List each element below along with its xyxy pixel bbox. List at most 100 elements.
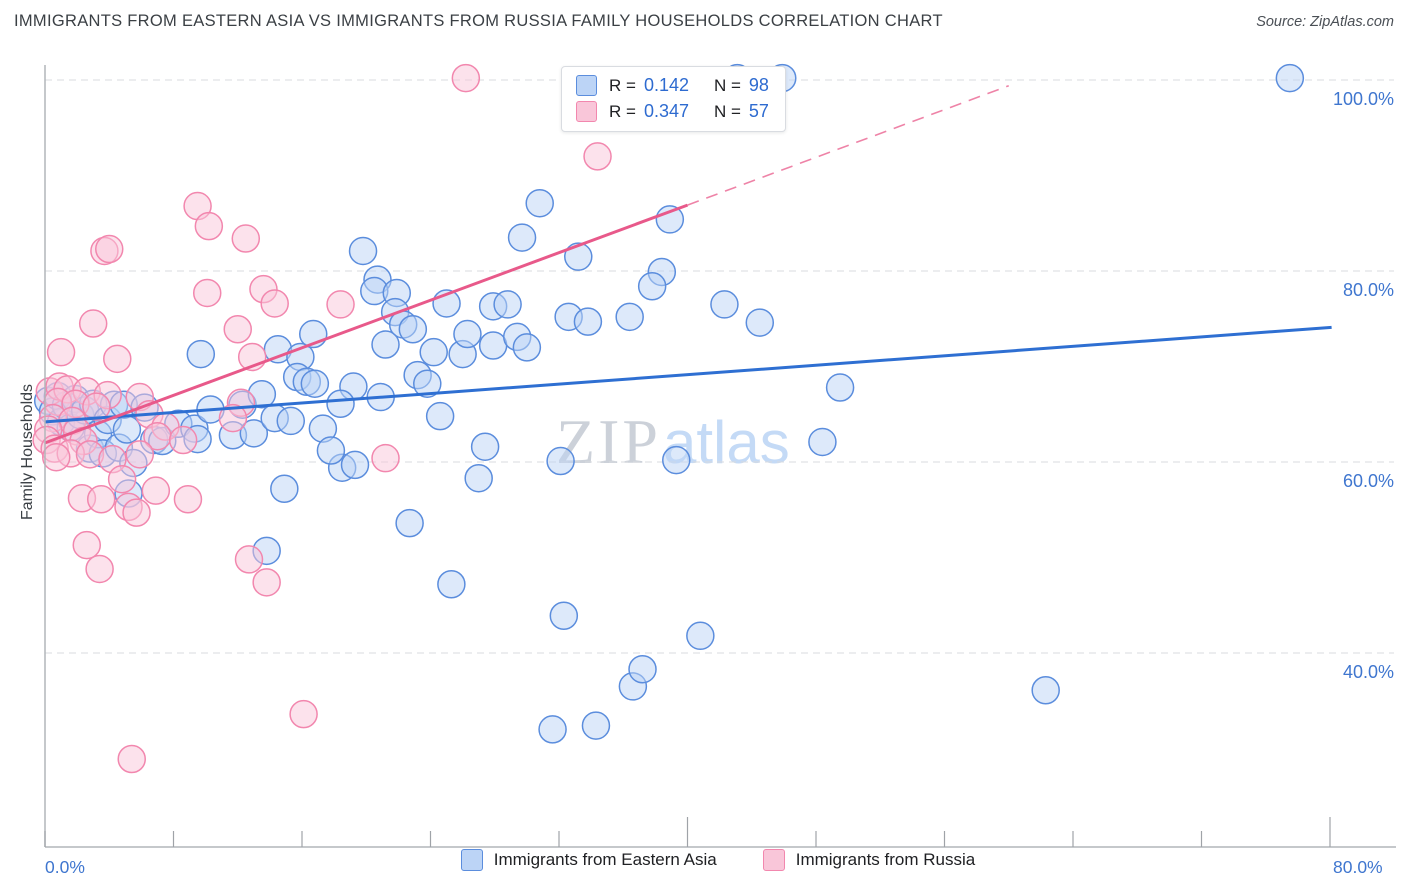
scatter-point-russia[interactable] xyxy=(231,224,261,253)
scatter-point-russia[interactable] xyxy=(72,530,102,560)
n-value-pink: 57 xyxy=(748,101,769,121)
scatter-point-eastern-asia[interactable] xyxy=(493,290,522,319)
scatter-point-eastern-asia[interactable] xyxy=(276,406,306,436)
scatter-point-eastern-asia[interactable] xyxy=(348,236,378,266)
scatter-point-eastern-asia[interactable] xyxy=(453,319,482,349)
scatter-point-eastern-asia[interactable] xyxy=(419,337,448,367)
scatter-point-eastern-asia[interactable] xyxy=(628,654,657,684)
scatter-point-eastern-asia[interactable] xyxy=(395,508,424,538)
scatter-point-russia[interactable] xyxy=(95,234,124,264)
legend-row-eastern-asia: R = 0.142 N = 98 xyxy=(576,75,769,96)
page-title: IMMIGRANTS FROM EASTERN ASIA VS IMMIGRAN… xyxy=(14,12,943,30)
legend-label-eastern-asia: Immigrants from Eastern Asia xyxy=(493,850,717,869)
scatter-point-russia[interactable] xyxy=(78,309,108,338)
scatter-point-eastern-asia[interactable] xyxy=(112,415,142,444)
blue-series-swatch xyxy=(576,75,597,96)
scatter-point-eastern-asia[interactable] xyxy=(425,401,455,431)
scatter-point-eastern-asia[interactable] xyxy=(546,446,575,476)
scatter-point-russia[interactable] xyxy=(371,443,400,473)
scatter-point-russia[interactable] xyxy=(218,403,248,433)
scatter-point-eastern-asia[interactable] xyxy=(478,331,508,360)
r-value-blue: 0.142 xyxy=(643,75,689,95)
scatter-point-eastern-asia[interactable] xyxy=(808,427,837,457)
y-tick-label-100: 100.0% xyxy=(1333,89,1394,109)
scatter-point-eastern-asia[interactable] xyxy=(1275,63,1305,93)
scatter-point-eastern-asia[interactable] xyxy=(525,188,554,218)
scatter-point-russia[interactable] xyxy=(326,290,355,319)
scatter-point-eastern-asia[interactable] xyxy=(316,436,346,465)
scatter-point-russia[interactable] xyxy=(260,289,289,318)
y-tick-label-40: 40.0% xyxy=(1343,662,1394,682)
scatter-point-russia[interactable] xyxy=(103,344,132,374)
scatter-point-eastern-asia[interactable] xyxy=(470,432,500,461)
source-attribution: Source: ZipAtlas.com xyxy=(1256,14,1394,30)
legend-label-russia: Immigrants from Russia xyxy=(795,850,976,869)
scatter-point-russia[interactable] xyxy=(86,484,116,514)
correlation-legend-box: R = 0.142 N = 98 R = 0.347 N = 57 xyxy=(561,66,786,132)
x-right-label: 80.0% xyxy=(1333,857,1383,877)
legend-item-russia[interactable]: Immigrants from Russia xyxy=(762,849,976,871)
scatter-point-eastern-asia[interactable] xyxy=(239,419,269,448)
n-label: N = xyxy=(713,101,741,121)
scatter-point-eastern-asia[interactable] xyxy=(745,308,775,337)
pink-series-swatch xyxy=(762,849,785,871)
scatter-point-russia[interactable] xyxy=(107,464,137,494)
scatter-point-eastern-asia[interactable] xyxy=(507,223,537,252)
x-left-label: 0.0% xyxy=(45,857,85,877)
legend-row-russia: R = 0.347 N = 57 xyxy=(576,101,769,122)
scatter-point-russia[interactable] xyxy=(194,211,224,241)
scatter-point-eastern-asia[interactable] xyxy=(326,389,355,418)
scatter-point-eastern-asia[interactable] xyxy=(686,621,715,651)
scatter-point-russia[interactable] xyxy=(122,498,151,527)
scatter-point-eastern-asia[interactable] xyxy=(538,715,567,744)
scatter-point-russia[interactable] xyxy=(141,476,171,505)
trend-line-1-solid xyxy=(44,203,689,445)
scatter-point-russia[interactable] xyxy=(223,315,252,344)
trend-line-2-dashed xyxy=(687,84,1010,206)
scatter-point-eastern-asia[interactable] xyxy=(655,205,685,234)
scatter-point-eastern-asia[interactable] xyxy=(340,450,370,480)
y-tick-label-80: 80.0% xyxy=(1343,280,1394,300)
scatter-point-russia[interactable] xyxy=(583,142,612,171)
scatter-point-eastern-asia[interactable] xyxy=(573,307,603,336)
legend-item-eastern-asia[interactable]: Immigrants from Eastern Asia xyxy=(460,849,717,871)
scatter-point-russia[interactable] xyxy=(168,425,198,455)
blue-series-swatch xyxy=(460,849,483,871)
scatter-point-russia[interactable] xyxy=(125,440,155,469)
scatter-point-russia[interactable] xyxy=(117,744,146,774)
scatter-point-russia[interactable] xyxy=(451,63,481,93)
scatter-point-eastern-asia[interactable] xyxy=(270,474,299,503)
scatter-point-russia[interactable] xyxy=(82,392,111,421)
n-value-blue: 98 xyxy=(748,75,769,95)
scatter-point-russia[interactable] xyxy=(192,278,222,308)
scatter-point-russia[interactable] xyxy=(173,484,203,514)
scatter-point-eastern-asia[interactable] xyxy=(564,242,593,271)
scatter-point-eastern-asia[interactable] xyxy=(413,369,442,398)
scatter-point-russia[interactable] xyxy=(46,337,76,367)
scatter-point-eastern-asia[interactable] xyxy=(637,272,667,301)
scatter-point-eastern-asia[interactable] xyxy=(662,445,691,475)
scatter-point-eastern-asia[interactable] xyxy=(825,373,855,402)
scatter-point-russia[interactable] xyxy=(289,699,318,729)
scatter-point-eastern-asia[interactable] xyxy=(300,369,330,398)
y-tick-label-60: 60.0% xyxy=(1343,471,1394,491)
series-legend: Immigrants from Eastern Asia Immigrants … xyxy=(0,849,1406,871)
scatter-point-russia[interactable] xyxy=(252,568,281,597)
scatter-point-russia[interactable] xyxy=(234,545,264,574)
scatter-point-eastern-asia[interactable] xyxy=(186,339,216,369)
scatter-point-eastern-asia[interactable] xyxy=(615,302,644,332)
n-label: N = xyxy=(713,75,741,95)
scatter-point-eastern-asia[interactable] xyxy=(464,463,493,493)
scatter-point-russia[interactable] xyxy=(41,442,71,472)
scatter-point-eastern-asia[interactable] xyxy=(398,315,428,344)
scatter-point-eastern-asia[interactable] xyxy=(581,711,611,740)
scatter-point-eastern-asia[interactable] xyxy=(1031,675,1060,705)
scatter-point-russia[interactable] xyxy=(85,554,114,584)
scatter-point-eastern-asia[interactable] xyxy=(710,290,739,319)
scatter-point-eastern-asia[interactable] xyxy=(371,330,400,359)
scatter-point-eastern-asia[interactable] xyxy=(437,569,466,599)
scatter-point-eastern-asia[interactable] xyxy=(512,333,542,362)
scatter-point-eastern-asia[interactable] xyxy=(549,601,579,631)
